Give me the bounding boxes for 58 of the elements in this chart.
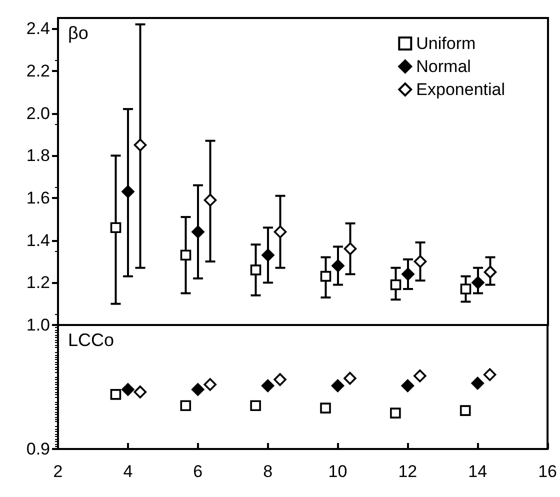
point [401,379,414,392]
x-tick-label: 14 [468,462,488,481]
point [274,225,287,238]
x-tick-label: 4 [123,462,133,481]
point [110,222,122,234]
point [390,408,401,418]
x-tick-label: 2 [53,462,63,481]
point [250,400,261,411]
point [460,405,471,416]
point [122,383,134,396]
point [390,279,402,290]
point [402,268,414,281]
point [320,270,332,282]
point [460,284,472,294]
y-tick-label: 2.4 [26,19,50,38]
y-tick-label: 1.6 [26,188,50,208]
x-tick-label: 6 [193,462,203,481]
x-tick-label: 10 [328,462,348,481]
point [331,379,344,392]
point [250,264,262,276]
point [204,378,217,391]
point [414,255,427,268]
y-tick-label: 1.2 [26,273,50,292]
y-tick-label: 1.4 [26,230,50,250]
legend-label: Exponential [416,80,505,99]
point [191,383,204,396]
x-tick-label: 16 [538,462,558,481]
point [472,276,484,290]
point [274,373,286,386]
y-tick-label: 2.0 [26,104,50,123]
legend-label: Normal [416,57,471,76]
point [192,225,204,238]
point [320,402,331,414]
point [134,138,147,152]
point [344,242,357,256]
y-tick-label: 0.9 [26,440,50,458]
point [414,369,426,382]
point [483,368,496,381]
point [110,389,122,400]
y-tick-label: 1.8 [26,146,50,166]
point [180,250,192,261]
point [204,194,217,206]
point [471,376,484,390]
legend-label: Uniform [416,34,476,53]
point [484,266,497,278]
point [332,259,344,272]
point [344,372,356,385]
point [262,248,274,262]
point [122,185,134,198]
y-tick-label: 1.0 [26,316,50,334]
point [261,379,274,392]
y-axis-title: βo [68,23,88,43]
y-tick-label: 2.2 [26,61,50,80]
y-axis-title: LCCo [68,330,114,350]
point [180,400,192,411]
x-tick-label: 12 [398,462,418,481]
point [134,386,147,398]
x-tick-label: 8 [263,462,273,481]
